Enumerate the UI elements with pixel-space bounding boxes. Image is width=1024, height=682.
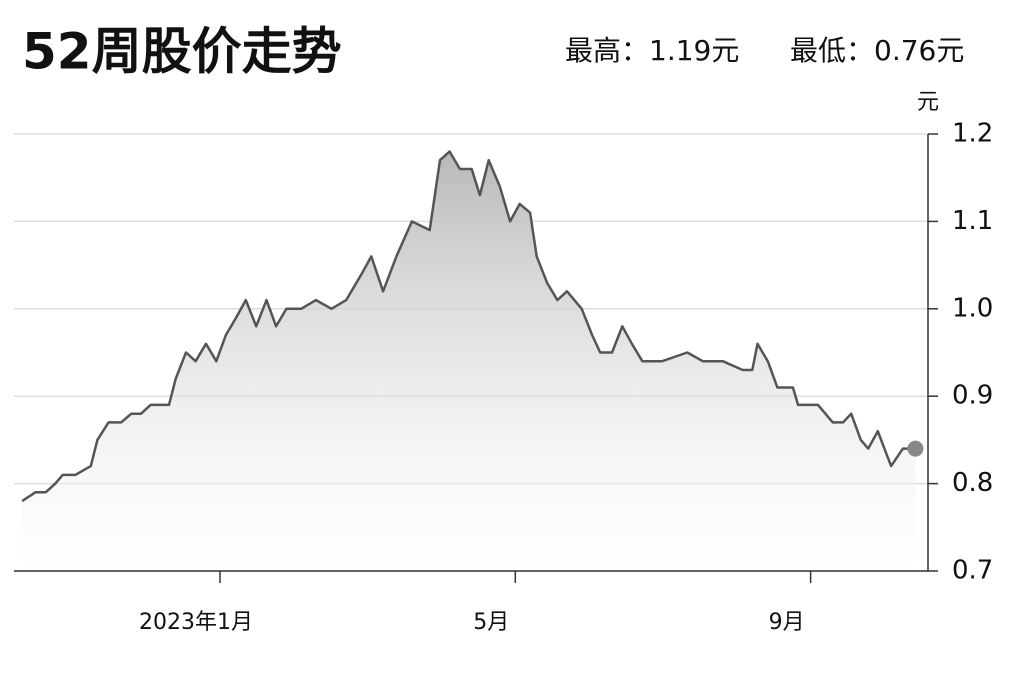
high-label: 最高：1.19元 bbox=[565, 34, 739, 67]
y-tick-label: 0.9 bbox=[952, 381, 993, 411]
x-tick-label: 5月 bbox=[473, 610, 509, 635]
x-tick-label: 2023年1月 bbox=[139, 610, 253, 635]
y-tick-label: 0.7 bbox=[952, 556, 993, 586]
low-label: 最低：0.76元 bbox=[790, 34, 964, 67]
end-marker bbox=[907, 440, 924, 457]
y-tick-label: 1.2 bbox=[952, 119, 993, 149]
line bbox=[21, 150, 916, 503]
y-tick-label: 1.0 bbox=[952, 293, 993, 323]
chart-title: 52周股价走势 bbox=[22, 23, 342, 81]
y-tick-label: 1.1 bbox=[952, 206, 993, 236]
y-tick-label: 0.8 bbox=[952, 468, 993, 498]
y-unit: 元 bbox=[917, 90, 939, 115]
area bbox=[22, 151, 916, 571]
x-tick-label: 9月 bbox=[769, 610, 805, 635]
